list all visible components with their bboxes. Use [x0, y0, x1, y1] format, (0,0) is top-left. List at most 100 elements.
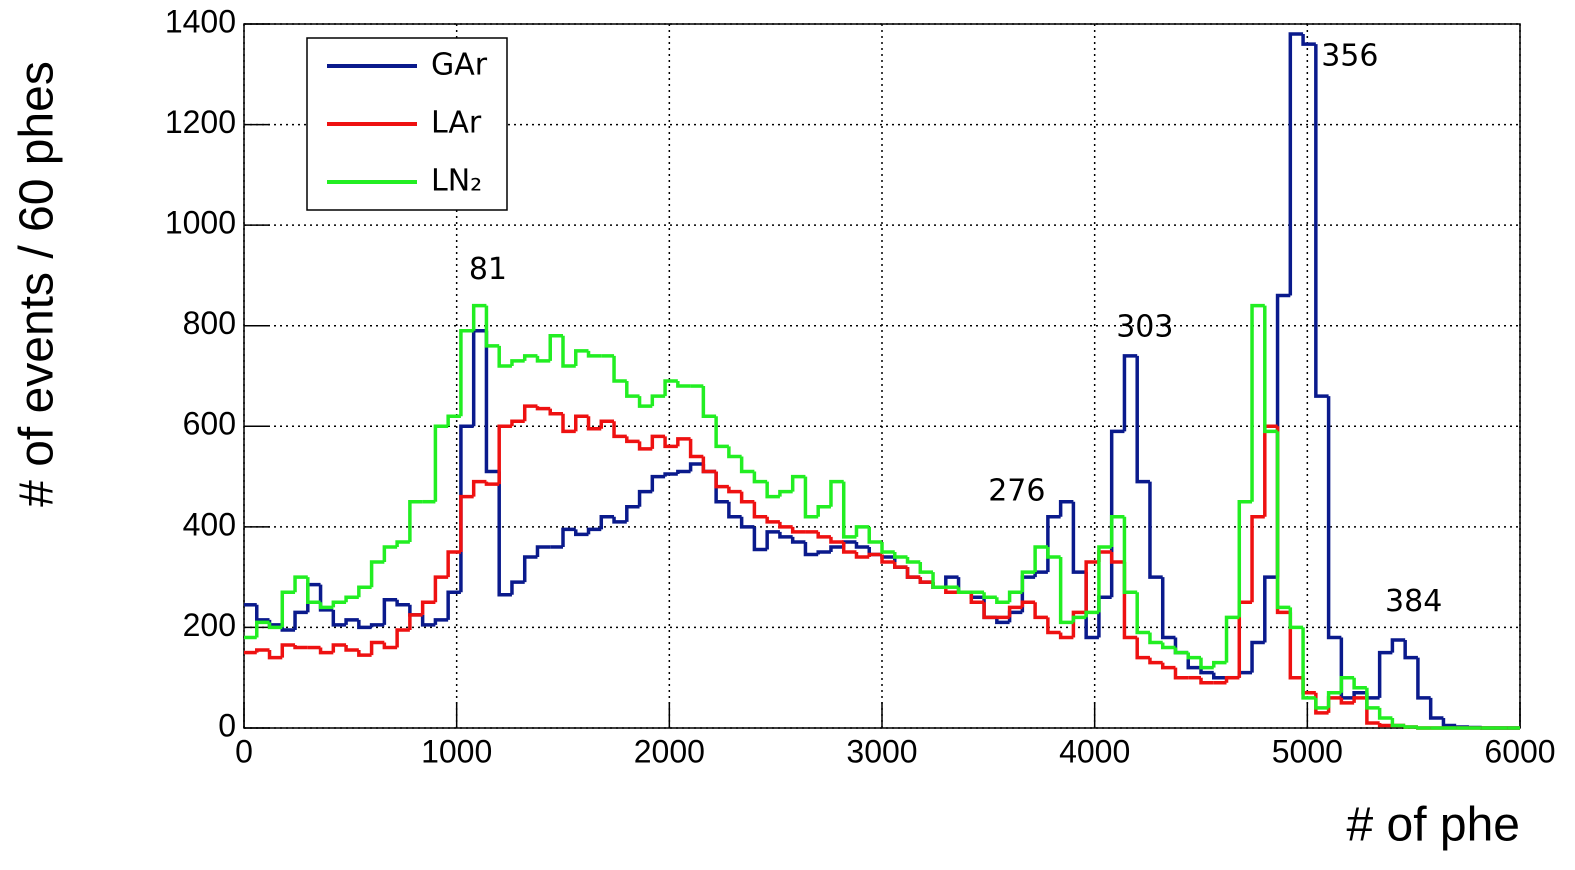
histogram-step: [765, 516, 780, 524]
histogram-step: [816, 550, 831, 555]
histogram-step: [267, 650, 283, 660]
histogram-step: [395, 540, 410, 547]
histogram-step: [765, 481, 780, 499]
histogram-step: [357, 585, 372, 598]
histogram-step: [893, 552, 908, 559]
histogram-step: [280, 643, 296, 658]
histogram-step: [727, 446, 742, 459]
histogram-step: [548, 408, 563, 416]
histogram-step: [1058, 499, 1074, 517]
histogram-step: [905, 557, 921, 564]
histogram-step: [1071, 615, 1087, 623]
histogram-step: [1199, 657, 1214, 670]
histogram-step: [867, 526, 882, 544]
histogram-step: [701, 386, 717, 418]
histogram-step: [1084, 610, 1099, 618]
histogram-step: [293, 645, 308, 650]
histogram-step: [790, 474, 806, 492]
histogram-step: [676, 437, 691, 447]
y-tick-label: 0: [218, 707, 236, 743]
annotation: 276: [988, 474, 1045, 509]
histogram-step: [714, 471, 729, 489]
y-tick-label: 1200: [165, 104, 236, 140]
histogram-step: [408, 613, 423, 630]
histogram-step: [676, 469, 691, 475]
histogram-step: [459, 328, 474, 417]
histogram-step: [854, 541, 870, 549]
histogram-step: [561, 527, 576, 547]
histogram-step: [1186, 652, 1201, 660]
histogram-step: [1135, 592, 1150, 635]
histogram-step: [688, 438, 704, 459]
histogram-step: [1263, 424, 1278, 517]
histogram-step: [1097, 595, 1112, 638]
y-tick-label: 600: [183, 406, 236, 442]
histogram-step: [1109, 552, 1125, 564]
histogram-step: [318, 602, 334, 610]
histogram-step: [1173, 667, 1189, 680]
histogram-step: [510, 359, 525, 366]
histogram-step: [1020, 575, 1036, 613]
histogram-step: [790, 526, 806, 534]
x-tick-label: 2000: [634, 733, 705, 769]
histogram-step: [676, 381, 691, 388]
histogram-step: [625, 381, 640, 398]
histogram-step: [1416, 726, 1431, 730]
histogram-step: [318, 584, 334, 612]
histogram-step: [382, 598, 398, 625]
histogram-step: [1288, 612, 1304, 680]
histogram-step: [561, 413, 576, 434]
histogram-step: [446, 550, 461, 578]
histogram-step: [880, 554, 895, 564]
histogram-step: [1288, 32, 1304, 296]
histogram-step: [663, 379, 678, 397]
y-axis-label: # of events / 60 phes: [11, 61, 64, 507]
histogram-step: [982, 597, 997, 620]
histogram-step: [1071, 610, 1087, 638]
histogram-step: [510, 580, 525, 595]
histogram-step: [816, 504, 831, 517]
histogram-step: [574, 529, 589, 537]
histogram-step: [1046, 617, 1061, 635]
histogram-step: [918, 577, 934, 584]
histogram-step: [306, 577, 321, 605]
histogram-step: [1441, 717, 1457, 728]
histogram-step: [1033, 602, 1048, 620]
histogram-step: [1224, 675, 1240, 683]
histogram-step: [1084, 560, 1099, 613]
histogram-step: [752, 471, 768, 484]
series: [244, 303, 1520, 730]
x-tick-label: 4000: [1059, 733, 1130, 769]
histogram-step: [471, 479, 487, 497]
histogram-step: [752, 526, 768, 552]
histogram-step: [1058, 557, 1074, 625]
legend-label: LN₂: [431, 164, 482, 199]
y-tick-label: 1000: [165, 205, 236, 241]
histogram-step: [522, 555, 538, 583]
histogram-step: [331, 609, 347, 627]
histogram-step: [344, 618, 359, 625]
histogram-step: [1377, 722, 1393, 728]
histogram-step: [1352, 677, 1367, 690]
histogram-step: [1275, 426, 1291, 615]
histogram-step: [688, 462, 704, 472]
histogram-step: [1301, 627, 1316, 700]
histogram-step: [778, 531, 793, 539]
histogram-step: [318, 647, 334, 655]
histogram-step: [1288, 607, 1304, 630]
histogram-step: [497, 345, 512, 368]
histogram-step: [433, 575, 449, 603]
histogram-step: [1339, 697, 1355, 705]
histogram-step: [1135, 355, 1150, 484]
histogram-step: [1173, 647, 1189, 655]
histogram-step: [1135, 637, 1150, 660]
histogram-step: [369, 560, 385, 588]
x-tick-label: 0: [235, 733, 253, 769]
histogram-step: [293, 575, 308, 593]
histogram-step: [586, 416, 602, 431]
histogram-step: [561, 335, 576, 368]
histogram-step: [829, 545, 844, 552]
histogram-step: [599, 419, 615, 429]
histogram-step: [1263, 575, 1278, 643]
histogram-step: [1365, 687, 1380, 710]
